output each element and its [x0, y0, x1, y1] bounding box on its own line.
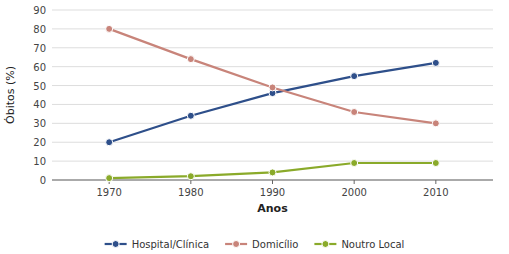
point: [106, 25, 113, 32]
grid-line: [52, 104, 493, 105]
point: [106, 175, 113, 182]
grid-line: [52, 66, 493, 67]
y-tick-label: 60: [33, 62, 46, 73]
point: [269, 84, 276, 91]
legend-marker: [233, 241, 240, 248]
grid: [52, 10, 493, 180]
legend: Hospital/Clínica Domicílio Noutro Local: [105, 239, 405, 250]
point: [269, 169, 276, 176]
y-tick-label: 40: [33, 99, 46, 110]
y-tick-label: 20: [33, 137, 46, 148]
x-tick-label: 2000: [341, 187, 366, 198]
x-tick: [190, 180, 191, 184]
grid-line: [52, 142, 493, 143]
y-tick-label: 0: [40, 175, 46, 186]
point: [432, 160, 439, 167]
y-tick-label: 90: [33, 5, 46, 16]
x-tick: [354, 180, 355, 184]
point: [432, 120, 439, 127]
chart-container: 0 10 20 30 40 50 60 70 80 90 1970 1980 1990 2000 2010 A…: [0, 0, 509, 254]
point: [187, 173, 194, 180]
grid-line: [52, 47, 493, 48]
y-tick-label: 70: [33, 43, 46, 54]
point: [351, 160, 358, 167]
series-line: [109, 63, 436, 142]
legend-item: Domicílio: [225, 239, 298, 250]
series-line: [109, 29, 436, 123]
legend-item: Hospital/Clínica: [105, 239, 209, 250]
x-tick-label: 2010: [423, 187, 448, 198]
grid-line: [52, 28, 493, 29]
legend-marker: [322, 241, 329, 248]
point: [106, 139, 113, 146]
x-tick: [272, 180, 273, 184]
x-tick: [435, 180, 436, 184]
y-tick-label: 30: [33, 118, 46, 129]
grid-line: [52, 161, 493, 162]
legend-label: Hospital/Clínica: [132, 239, 209, 250]
x-tick-label: 1990: [260, 187, 285, 198]
grid-line: [52, 10, 493, 11]
point: [187, 56, 194, 63]
point: [351, 109, 358, 116]
series-line: [109, 163, 436, 178]
point: [187, 112, 194, 119]
x-tick-label: 1980: [178, 187, 203, 198]
x-tick-label: 1970: [96, 187, 121, 198]
y-tick-label: 10: [33, 156, 46, 167]
y-axis-label: Óbitos (%): [4, 66, 17, 124]
legend-item: Noutro Local: [314, 239, 404, 250]
y-tick-label: 50: [33, 81, 46, 92]
x-axis-label: Anos: [257, 202, 288, 215]
chart: 0 10 20 30 40 50 60 70 80 90 1970 1980 1990 2000 2010 A…: [0, 0, 509, 254]
point: [432, 59, 439, 66]
legend-label: Noutro Local: [341, 239, 404, 250]
y-tick-label: 80: [33, 24, 46, 35]
plot-area: [106, 25, 440, 181]
point: [351, 73, 358, 80]
legend-marker: [112, 241, 119, 248]
legend-label: Domicílio: [252, 239, 298, 250]
